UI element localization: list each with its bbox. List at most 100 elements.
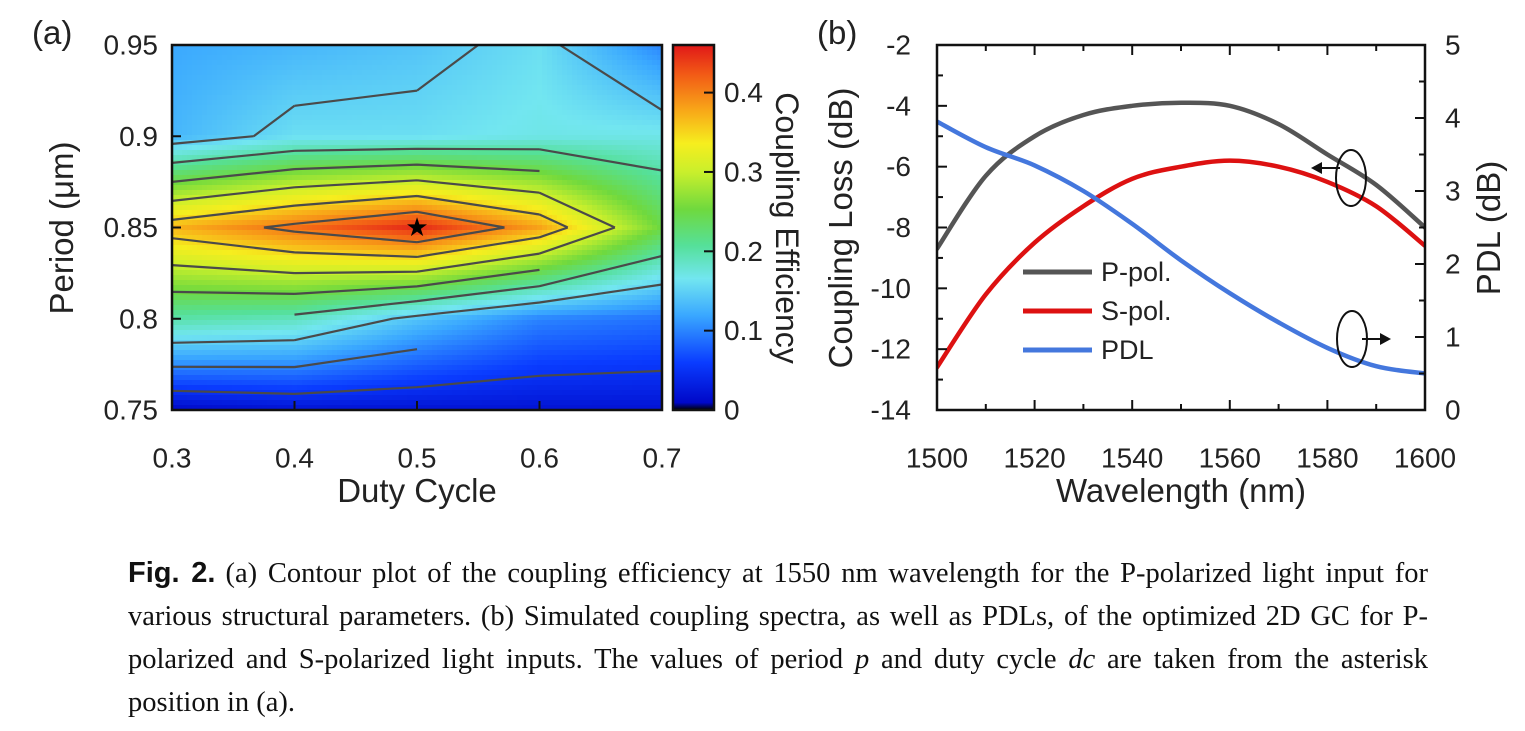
heatmap-cell — [192, 85, 198, 91]
heatmap-cell — [442, 275, 448, 281]
heatmap-cell — [297, 280, 303, 286]
heatmap-cell — [597, 155, 603, 161]
heatmap-cell — [287, 190, 293, 196]
heatmap-cell — [472, 100, 478, 106]
heatmap-cell — [402, 100, 408, 106]
heatmap-cell — [572, 60, 578, 66]
heatmap-cell — [277, 60, 283, 66]
heatmap-cell — [467, 235, 473, 241]
heatmap-cell — [197, 75, 203, 81]
heatmap-cell — [232, 50, 238, 56]
heatmap-cell — [432, 165, 438, 171]
heatmap-cell — [272, 225, 278, 231]
heatmap-cell — [227, 180, 233, 186]
heatmap-cell — [342, 65, 348, 71]
heatmap-cell — [202, 140, 208, 146]
heatmap-cell — [447, 190, 453, 196]
heatmap-cell — [222, 55, 228, 61]
heatmap-cell — [462, 70, 468, 76]
heatmap-cell — [642, 280, 648, 286]
heatmap-cell — [307, 95, 313, 101]
heatmap-cell — [502, 160, 508, 166]
heatmap-cell — [637, 60, 643, 66]
heatmap-cell — [252, 135, 258, 141]
heatmap-cell — [547, 65, 553, 71]
heatmap-cell — [602, 155, 608, 161]
heatmap-cell — [537, 165, 543, 171]
heatmap-cell — [612, 255, 618, 261]
heatmap-cell — [482, 285, 488, 291]
heatmap-cell — [402, 115, 408, 121]
heatmap-cell — [597, 240, 603, 246]
heatmap-cell — [307, 155, 313, 161]
heatmap-cell — [657, 145, 662, 151]
heatmap-cell — [362, 110, 368, 116]
heatmap-cell — [382, 145, 388, 151]
heatmap-cell — [282, 250, 288, 256]
heatmap-cell — [607, 275, 613, 281]
heatmap-cell — [632, 65, 638, 71]
heatmap-cell — [197, 200, 203, 206]
heatmap-cell — [212, 280, 218, 286]
heatmap-cell — [382, 125, 388, 131]
heatmap-cell — [567, 265, 573, 271]
heatmap-cell — [392, 140, 398, 146]
heatmap-cell — [512, 110, 518, 116]
heatmap-cell — [202, 155, 208, 161]
heatmap-cell — [582, 145, 588, 151]
heatmap-cell — [642, 160, 648, 166]
heatmap-cell — [212, 135, 218, 141]
heatmap-cell — [437, 160, 443, 166]
heatmap-cell — [197, 225, 203, 231]
heatmap-cell — [172, 220, 178, 226]
heatmap-cell — [262, 255, 268, 261]
heatmap-cell — [332, 255, 338, 261]
heatmap-cell — [212, 225, 218, 231]
heatmap-cell — [577, 210, 583, 216]
heatmap-cell — [382, 165, 388, 171]
heatmap-cell — [577, 160, 583, 166]
heatmap-cell — [517, 185, 523, 191]
heatmap-cell — [447, 125, 453, 131]
heatmap-cell — [642, 170, 648, 176]
heatmap-cell — [607, 285, 613, 291]
heatmap-cell — [592, 240, 598, 246]
heatmap-cell — [422, 75, 428, 81]
heatmap-cell — [282, 180, 288, 186]
heatmap-cell — [577, 80, 583, 86]
heatmap-cell — [622, 295, 628, 301]
heatmap-cell — [587, 45, 593, 51]
heatmap-cell — [607, 50, 613, 56]
heatmap-cell — [487, 190, 493, 196]
heatmap-cell — [607, 110, 613, 116]
heatmap-cell — [387, 100, 393, 106]
heatmap-cell — [272, 260, 278, 266]
heatmap-cell — [572, 85, 578, 91]
heatmap-cell — [422, 80, 428, 86]
heatmap-cell — [187, 285, 193, 291]
heatmap-cell — [547, 140, 553, 146]
heatmap-cell — [467, 285, 473, 291]
heatmap-cell — [472, 190, 478, 196]
heatmap-cell — [527, 160, 533, 166]
heatmap-cell — [632, 180, 638, 186]
heatmap-cell — [607, 240, 613, 246]
heatmap-cell — [447, 120, 453, 126]
heatmap-cell — [552, 190, 558, 196]
heatmap-cell — [572, 285, 578, 291]
heatmap-cell — [517, 210, 523, 216]
heatmap-cell — [352, 85, 358, 91]
heatmap-cell — [297, 140, 303, 146]
heatmap-cell — [357, 275, 363, 281]
heatmap-cell — [507, 120, 513, 126]
heatmap-cell — [547, 110, 553, 116]
heatmap-cell — [442, 210, 448, 216]
heatmap-cell — [482, 215, 488, 221]
heatmap-cell — [657, 275, 662, 281]
heatmap-cell — [322, 265, 328, 271]
heatmap-cell — [492, 245, 498, 251]
heatmap-cell — [462, 195, 468, 201]
heatmap-cell — [492, 75, 498, 81]
heatmap-cell — [577, 230, 583, 236]
heatmap-cell — [272, 70, 278, 76]
